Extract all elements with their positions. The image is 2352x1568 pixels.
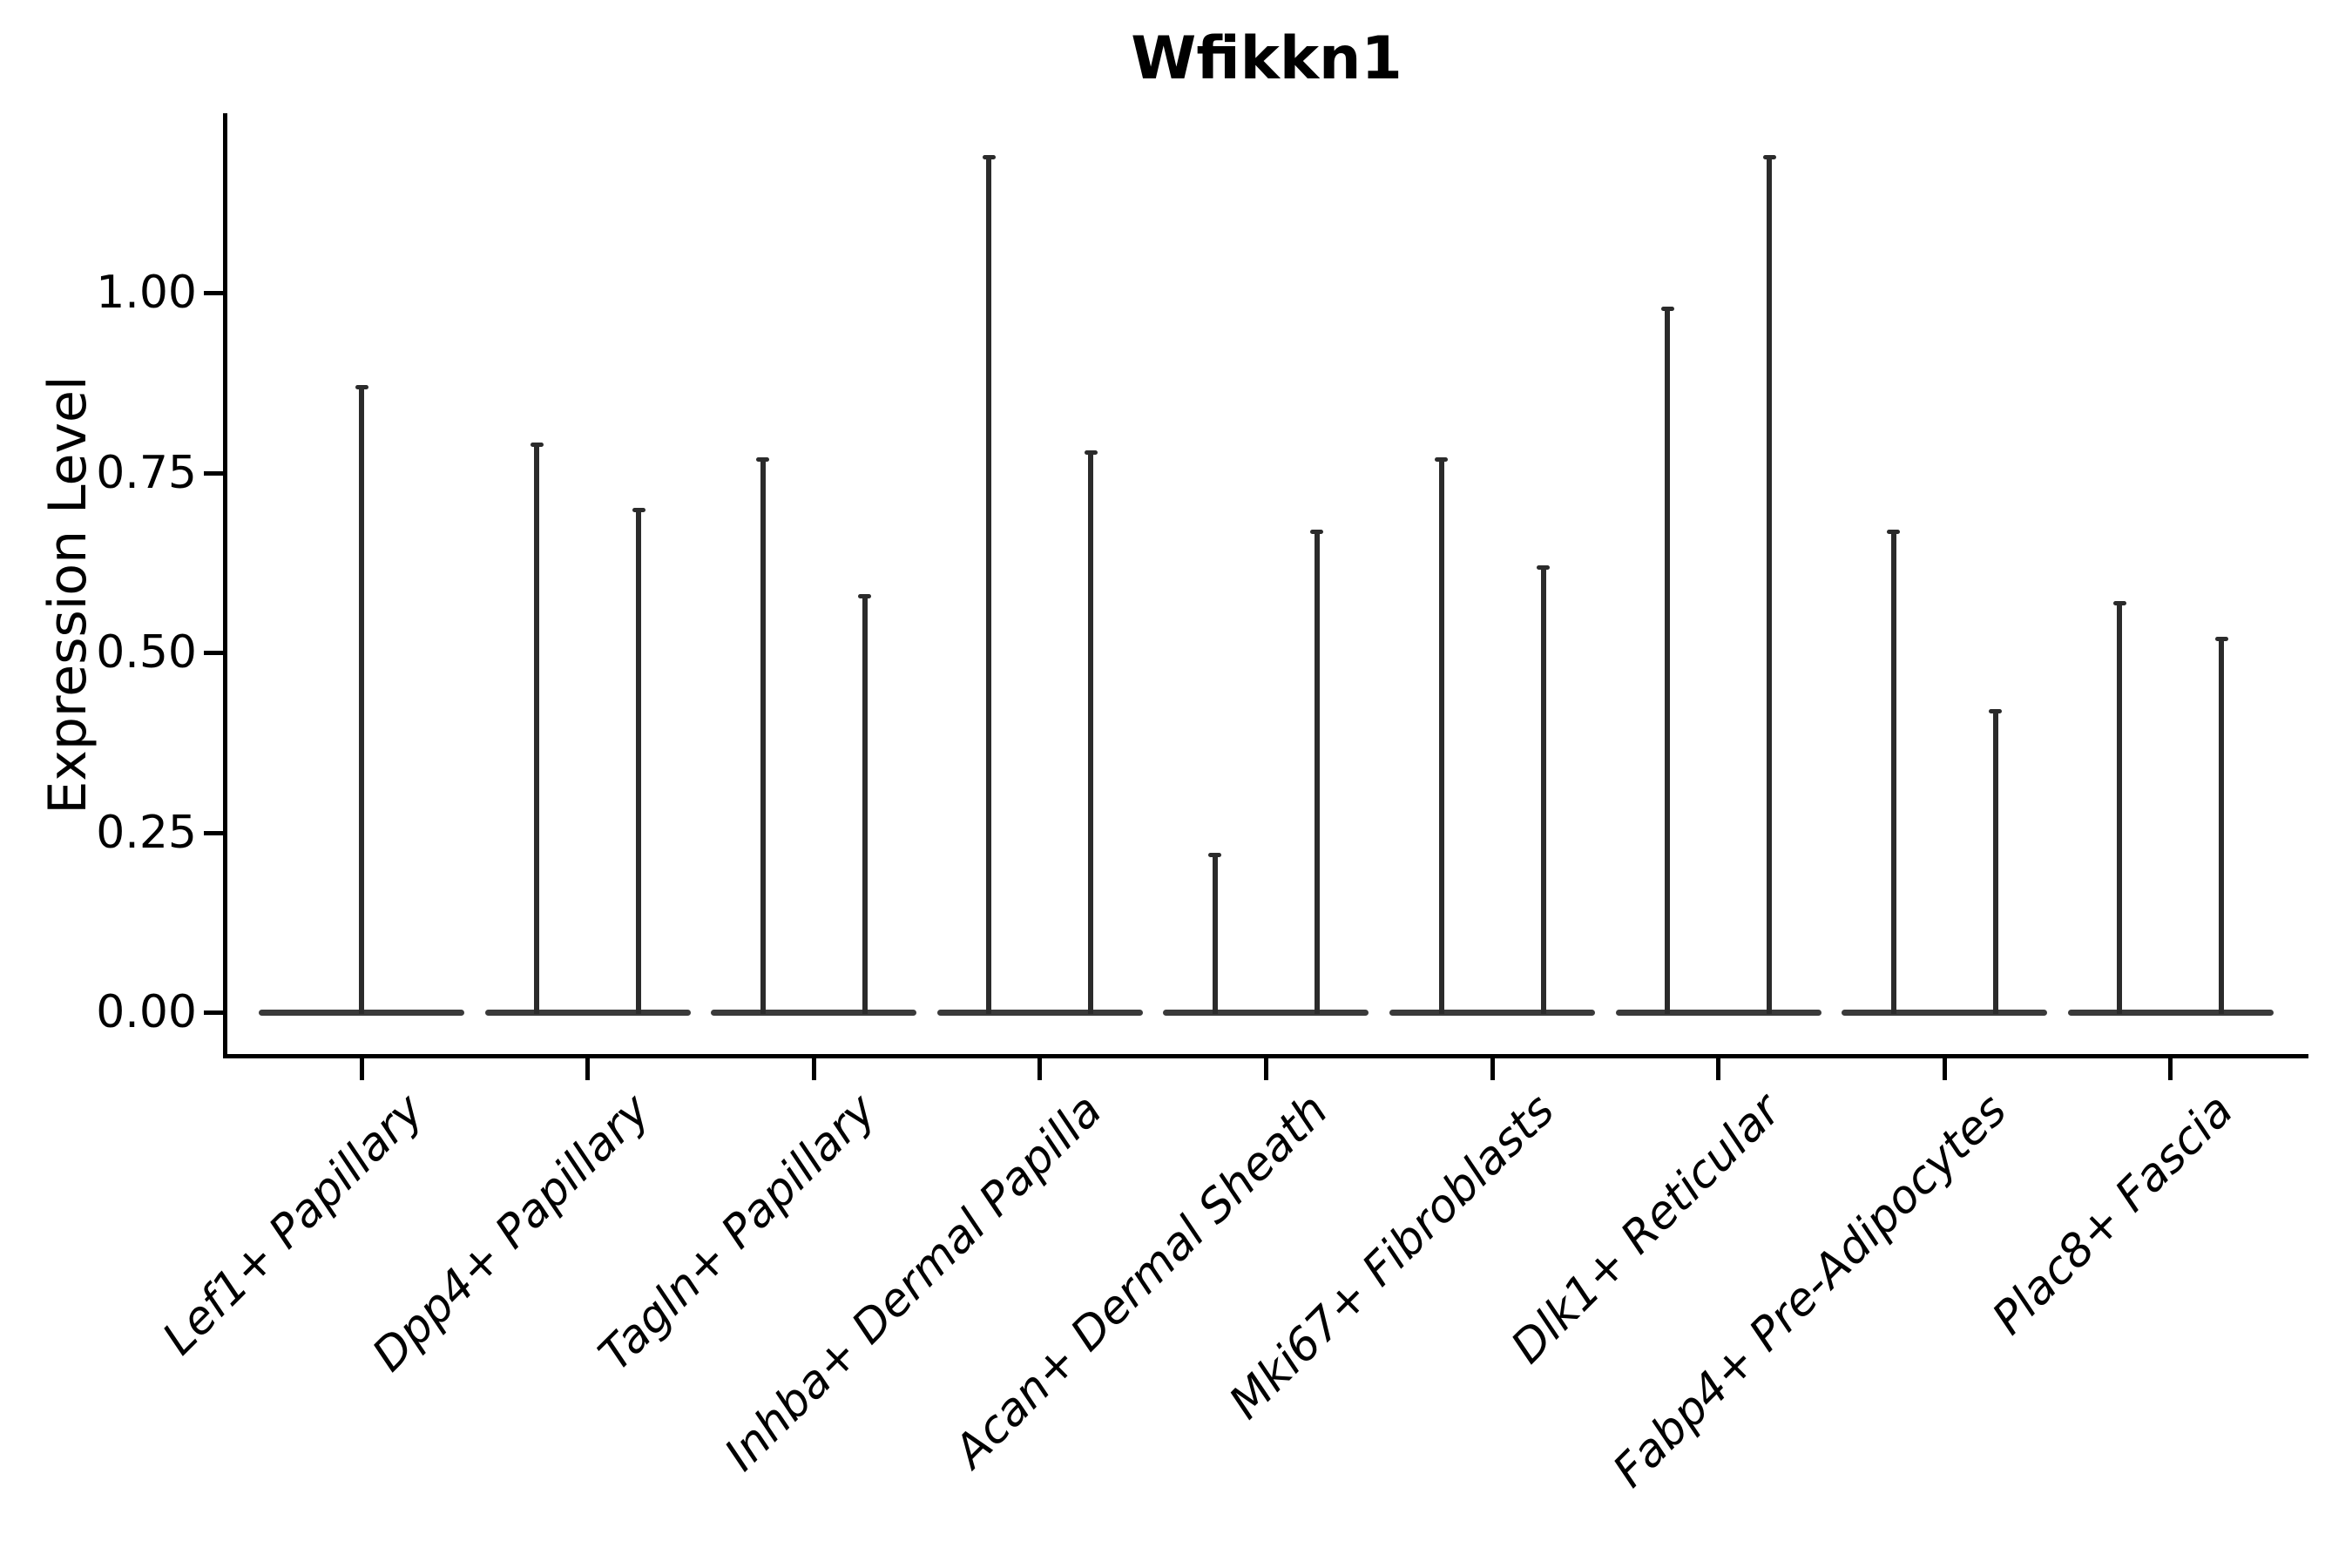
x-tick-label: Plac8+ Fascia bbox=[1982, 1084, 2243, 1345]
violin-spike-cap bbox=[756, 456, 770, 462]
violin-spike-cap bbox=[1310, 529, 1324, 534]
violin-spike-cap bbox=[1537, 564, 1550, 570]
violin-baseline bbox=[711, 1009, 917, 1016]
violin-spike bbox=[1992, 710, 1998, 1014]
violin-spike-cap bbox=[530, 443, 544, 448]
y-tick-label: 0.50 bbox=[96, 626, 197, 679]
violin-spike bbox=[1890, 530, 1896, 1014]
y-axis-tick bbox=[204, 470, 223, 476]
violin-spike bbox=[1438, 457, 1444, 1014]
violin-baseline bbox=[1615, 1009, 1821, 1016]
violin-spike-cap bbox=[2112, 601, 2126, 606]
violin-spike bbox=[1314, 530, 1320, 1014]
x-axis-tick bbox=[1037, 1058, 1043, 1080]
plot-title: Wfikkn1 bbox=[1131, 24, 1402, 93]
x-axis-tick bbox=[2168, 1058, 2173, 1080]
x-axis-tick bbox=[359, 1058, 364, 1080]
x-tick-label: Inhba+ Dermal Papilla bbox=[715, 1084, 1112, 1482]
x-axis-tick bbox=[585, 1058, 591, 1080]
violin-spike-cap bbox=[2214, 637, 2228, 642]
violin-baseline bbox=[484, 1009, 691, 1016]
y-tick-label: 0.25 bbox=[96, 806, 197, 859]
violin-spike-cap bbox=[632, 507, 645, 512]
violin-spike-cap bbox=[858, 593, 872, 598]
violin-spike-cap bbox=[1208, 853, 1222, 858]
violin-spike bbox=[534, 443, 540, 1014]
violin-spike-cap bbox=[355, 385, 368, 390]
y-tick-label: 0.00 bbox=[96, 986, 197, 1038]
violin-spike-cap bbox=[1887, 529, 1901, 534]
violin-spike bbox=[1665, 307, 1671, 1014]
violin-spike-cap bbox=[1660, 306, 1674, 311]
violin-spike bbox=[862, 594, 868, 1014]
x-axis-line bbox=[223, 1054, 2308, 1058]
y-axis-tick bbox=[204, 1010, 223, 1015]
x-axis-tick bbox=[1942, 1058, 1947, 1080]
violin-spike bbox=[1212, 854, 1218, 1014]
violin-spike bbox=[1088, 450, 1094, 1014]
x-axis-tick bbox=[1716, 1058, 1721, 1080]
x-tick-label: Fabp4+ Pre-Adipocytes bbox=[1603, 1084, 2017, 1498]
violin-spike-cap bbox=[1435, 456, 1448, 462]
violin-spike-cap bbox=[1762, 155, 1776, 160]
violin-spike bbox=[986, 156, 992, 1014]
x-tick-label: Acan+ Dermal Sheath bbox=[944, 1084, 1339, 1478]
violin-spike bbox=[2219, 638, 2225, 1014]
x-axis-tick bbox=[1263, 1058, 1268, 1080]
violin-spike bbox=[1540, 565, 1546, 1014]
violin-baseline bbox=[2067, 1009, 2274, 1016]
violin-spike bbox=[636, 508, 642, 1014]
y-axis-tick bbox=[204, 651, 223, 655]
violin-spike bbox=[359, 386, 364, 1014]
violin-spike-cap bbox=[1084, 449, 1098, 455]
y-axis-label: Expression Level bbox=[37, 375, 98, 814]
violin-baseline bbox=[1842, 1009, 2048, 1016]
x-axis-tick bbox=[1490, 1058, 1495, 1080]
y-tick-label: 0.75 bbox=[96, 446, 197, 499]
x-axis-tick bbox=[811, 1058, 816, 1080]
y-axis-tick bbox=[204, 291, 223, 295]
violin-spike bbox=[1767, 156, 1773, 1014]
y-axis-tick bbox=[204, 830, 223, 835]
violin-baseline bbox=[1163, 1009, 1369, 1016]
violin-spike-cap bbox=[982, 155, 996, 160]
violin-spike-cap bbox=[1989, 709, 2003, 714]
violin-spike bbox=[760, 457, 766, 1014]
y-axis-line bbox=[223, 113, 227, 1058]
violin-baseline bbox=[1389, 1009, 1595, 1016]
violin-spike bbox=[2117, 602, 2123, 1014]
y-tick-label: 1.00 bbox=[96, 267, 197, 319]
violin-baseline bbox=[936, 1009, 1143, 1016]
